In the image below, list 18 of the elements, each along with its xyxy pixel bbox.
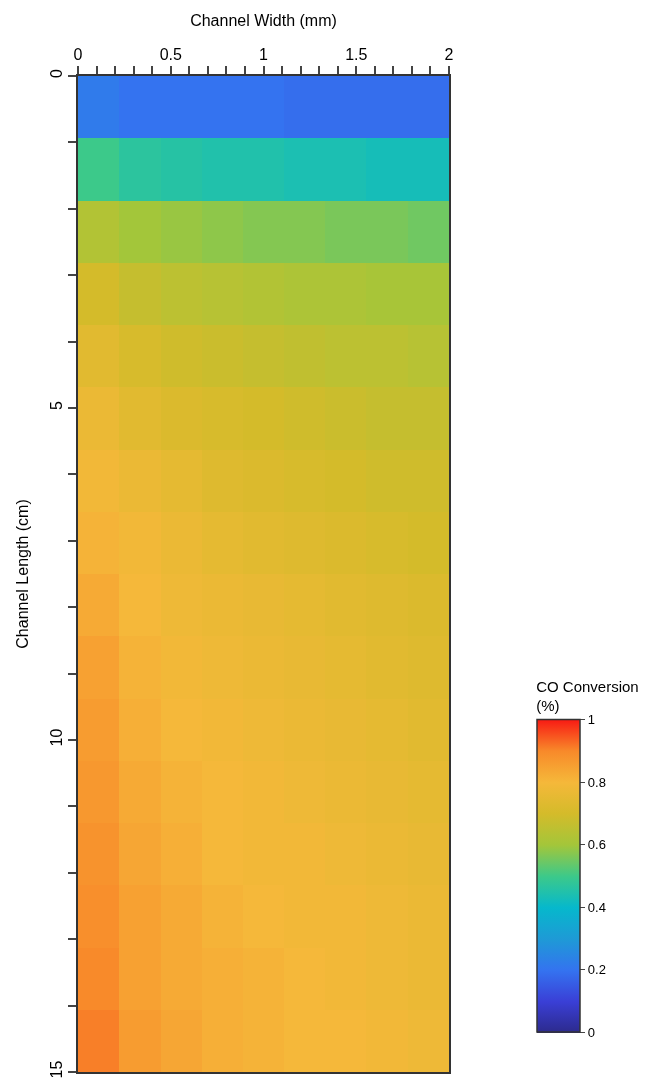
x-axis-title: Channel Width (mm): [190, 12, 337, 29]
color-bar-title: CO Conversion (%): [536, 677, 639, 715]
x-tick-label: 2: [444, 45, 454, 63]
y-axis-title: Channel Length (cm): [14, 499, 31, 649]
y-tick-label: 0: [47, 69, 65, 79]
color-bar-label: 0.6: [587, 837, 606, 853]
x-tick-label: 0.5: [159, 45, 182, 63]
y-tick-label: 10: [47, 728, 65, 747]
y-tick-label: 5: [47, 401, 65, 411]
color-bar-label: 0.2: [587, 962, 606, 978]
x-tick-label: 1.5: [345, 45, 368, 63]
color-bar-label: 1: [587, 712, 596, 728]
color-bar-label: 0.8: [587, 774, 606, 790]
color-bar-label: 0.4: [587, 899, 606, 915]
color-bar-label: 0: [587, 1024, 596, 1040]
x-tick-label: 1: [259, 45, 269, 63]
x-tick-label: 0: [73, 45, 83, 63]
y-tick-label: 15: [47, 1060, 65, 1079]
